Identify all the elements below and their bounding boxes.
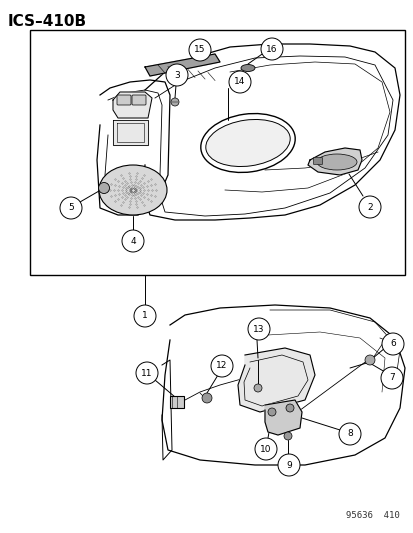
Text: 7: 7 <box>388 374 394 383</box>
Polygon shape <box>237 348 314 412</box>
Ellipse shape <box>240 64 254 71</box>
Text: 14: 14 <box>234 77 245 86</box>
Circle shape <box>166 64 188 86</box>
FancyBboxPatch shape <box>117 95 131 105</box>
Circle shape <box>285 404 293 412</box>
Text: 3: 3 <box>174 70 179 79</box>
Text: 12: 12 <box>216 361 227 370</box>
Circle shape <box>338 423 360 445</box>
Circle shape <box>247 318 269 340</box>
Circle shape <box>60 197 82 219</box>
Circle shape <box>98 182 109 193</box>
Circle shape <box>171 98 178 106</box>
Ellipse shape <box>205 119 290 166</box>
Circle shape <box>122 230 144 252</box>
Text: 6: 6 <box>389 340 395 349</box>
Polygon shape <box>113 120 147 145</box>
Text: 95636  410: 95636 410 <box>345 511 399 520</box>
Text: 4: 4 <box>130 237 135 246</box>
Text: 1: 1 <box>142 311 147 320</box>
Ellipse shape <box>99 165 166 215</box>
Polygon shape <box>307 148 361 175</box>
Circle shape <box>254 438 276 460</box>
Circle shape <box>211 355 233 377</box>
Circle shape <box>228 71 250 93</box>
Text: 5: 5 <box>68 204 74 213</box>
Text: 2: 2 <box>366 203 372 212</box>
FancyBboxPatch shape <box>170 396 183 408</box>
Circle shape <box>283 432 291 440</box>
Polygon shape <box>113 92 152 118</box>
Polygon shape <box>145 54 219 76</box>
Circle shape <box>381 333 403 355</box>
Circle shape <box>277 454 299 476</box>
Circle shape <box>254 384 261 392</box>
Text: 10: 10 <box>260 445 271 454</box>
Ellipse shape <box>316 154 356 170</box>
Circle shape <box>267 408 275 416</box>
Circle shape <box>380 367 402 389</box>
Polygon shape <box>264 400 301 435</box>
Bar <box>30 30 404 275</box>
Text: 13: 13 <box>253 325 264 334</box>
Text: 11: 11 <box>141 368 152 377</box>
Circle shape <box>364 355 374 365</box>
Circle shape <box>189 39 211 61</box>
Circle shape <box>202 393 211 403</box>
Circle shape <box>358 196 380 218</box>
Text: 9: 9 <box>285 461 291 470</box>
Text: 15: 15 <box>194 45 205 54</box>
FancyBboxPatch shape <box>313 157 322 165</box>
Text: 8: 8 <box>346 430 352 439</box>
FancyBboxPatch shape <box>132 95 146 105</box>
Circle shape <box>136 362 158 384</box>
Text: 16: 16 <box>266 44 277 53</box>
Circle shape <box>134 305 156 327</box>
Text: ICS–410B: ICS–410B <box>8 14 87 29</box>
Circle shape <box>260 38 282 60</box>
